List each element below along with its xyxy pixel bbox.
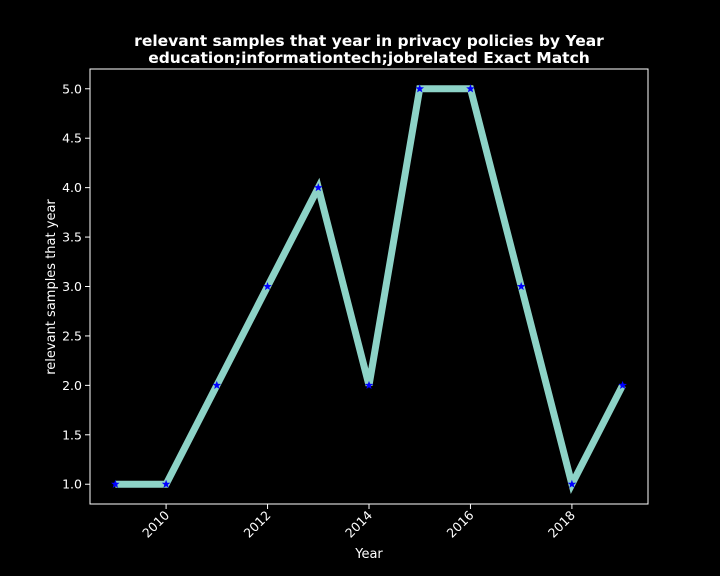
x-tick-label: 2012 (241, 508, 274, 541)
x-axis-label: Year (354, 547, 383, 562)
data-point-marker (415, 84, 424, 93)
series-markers (111, 84, 627, 488)
x-tick-label: 2010 (139, 507, 172, 540)
data-point-marker (364, 380, 374, 389)
y-tick-label: 4.5 (62, 131, 82, 146)
data-point-marker (263, 282, 272, 291)
y-tick-label: 3.0 (62, 279, 82, 294)
y-tick-label: 3.5 (62, 230, 82, 245)
y-tick-label: 5.0 (62, 81, 82, 96)
y-tick-label: 4.0 (62, 180, 82, 195)
y-tick-label: 2.0 (62, 378, 82, 393)
y-axis-ticks: 1.0 1.5 2.0 2.5 3.0 3.5 4.0 4.5 5.0 (62, 81, 90, 492)
plot-area-frame (89, 68, 649, 505)
data-point-marker (314, 183, 323, 192)
data-point-marker (111, 479, 120, 488)
x-tick-label: 2016 (443, 507, 476, 540)
x-tick-label: 2018 (545, 507, 578, 540)
y-tick-label: 1.5 (62, 427, 82, 442)
data-point-marker (161, 479, 171, 488)
y-axis-label: relevant samples that year (44, 199, 59, 375)
data-point-marker (516, 282, 526, 291)
x-tick-label: 2014 (342, 507, 375, 540)
chart-title-line-2: education;informationtech;jobrelated Exa… (148, 49, 590, 67)
y-tick-label: 2.5 (62, 328, 82, 343)
series-line (115, 85, 626, 495)
data-point-marker (212, 380, 222, 389)
data-point-marker (567, 479, 577, 488)
data-point-marker (618, 380, 627, 389)
series-line-group (115, 85, 626, 495)
chart-title-line-1: relevant samples that year in privacy po… (134, 32, 604, 50)
y-tick-label: 1.0 (62, 477, 82, 492)
data-point-marker (466, 84, 475, 93)
x-axis-ticks: 2010 2012 2014 2016 2018 (139, 504, 578, 541)
